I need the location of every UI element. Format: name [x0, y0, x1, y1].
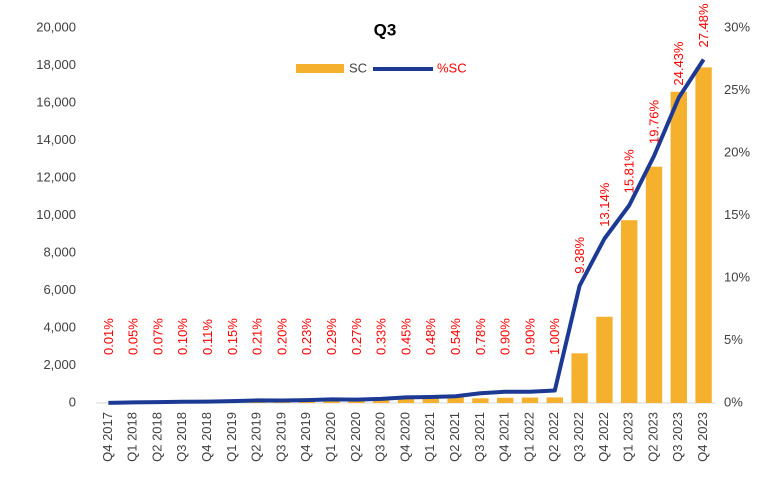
x-tick-label: Q2 2022 [546, 412, 561, 462]
data-label: 0.90% [498, 318, 513, 355]
data-label: 0.11% [200, 319, 215, 355]
y2-tick-label: 15% [724, 207, 750, 222]
y-tick-label: 18,000 [36, 57, 76, 72]
y-tick-label: 2,000 [43, 357, 76, 372]
bar [521, 397, 539, 403]
x-tick-label: Q3 2022 [571, 412, 586, 462]
data-label: 0.48% [423, 318, 438, 355]
x-tick-label: Q4 2017 [100, 412, 115, 462]
data-label: 0.21% [250, 318, 265, 355]
y2-tick-label: 25% [724, 82, 750, 97]
x-tick-label: Q3 2021 [472, 412, 487, 462]
data-label: 0.07% [150, 318, 165, 355]
data-label: 0.20% [274, 318, 289, 355]
bar [497, 397, 514, 403]
bar [621, 220, 638, 403]
x-tick-label: Q4 2022 [596, 412, 611, 462]
x-tick-label: Q3 2020 [373, 412, 388, 462]
data-label: 0.01% [101, 318, 116, 355]
x-tick-label: Q2 2019 [249, 412, 264, 462]
data-label: 0.10% [175, 318, 190, 355]
bar [422, 397, 439, 403]
y-tick-label: 16,000 [36, 94, 76, 109]
y-tick-label: 6,000 [43, 282, 76, 297]
x-tick-label: Q3 2019 [273, 412, 288, 462]
data-label: 27.48% [696, 3, 711, 48]
data-label: 9.38% [572, 236, 587, 273]
data-label: 13.14% [597, 182, 612, 227]
data-label: 0.54% [448, 318, 463, 355]
x-tick-label: Q2 2020 [348, 412, 363, 462]
data-label: 0.27% [349, 318, 364, 355]
bar [571, 353, 588, 403]
data-label: 0.05% [126, 318, 141, 355]
data-label: 0.78% [473, 318, 488, 355]
x-tick-label: Q4 2019 [298, 412, 313, 462]
y-tick-label: 8,000 [43, 244, 76, 259]
x-tick-label: Q1 2021 [422, 412, 437, 462]
y-tick-label: 10,000 [36, 207, 76, 222]
x-tick-label: Q1 2019 [224, 412, 239, 462]
y-tick-label: 20,000 [36, 19, 76, 34]
x-tick-label: Q1 2018 [125, 412, 140, 462]
y-tick-label: 0 [69, 394, 76, 409]
bar [596, 316, 613, 403]
data-label: 0.23% [299, 318, 314, 355]
x-tick-label: Q4 2020 [397, 412, 412, 462]
bar [373, 398, 390, 403]
legend-label: SC [349, 60, 367, 75]
data-label: 24.43% [671, 41, 686, 86]
bar [645, 166, 663, 403]
y-tick-label: 14,000 [36, 132, 76, 147]
y2-tick-label: 0% [724, 394, 743, 409]
y2-tick-label: 10% [724, 269, 750, 284]
x-tick-label: Q2 2023 [645, 412, 660, 462]
y2-tick-label: 30% [724, 19, 750, 34]
line [108, 58, 706, 405]
bar [695, 67, 712, 403]
x-tick-label: Q1 2022 [521, 412, 536, 462]
legend-swatch [296, 64, 344, 73]
y-tick-label: 4,000 [43, 319, 76, 334]
x-tick-label: Q2 2018 [149, 412, 164, 462]
x-tick-label: Q4 2023 [695, 412, 710, 462]
data-label: 1.00% [547, 318, 562, 355]
data-label: 0.15% [225, 318, 240, 355]
x-tick-label: Q1 2020 [323, 412, 338, 462]
data-label: 19.76% [646, 99, 661, 144]
data-label: 0.90% [522, 318, 537, 355]
y-tick-label: 12,000 [36, 169, 76, 184]
data-label: 0.45% [398, 318, 413, 355]
bar [472, 398, 489, 403]
x-tick-label: Q2 2021 [447, 412, 462, 462]
chart-title: Q3 [374, 20, 397, 39]
bar [397, 397, 415, 403]
x-tick-label: Q4 2021 [497, 412, 512, 462]
bar [546, 397, 563, 403]
x-tick-label: Q4 2018 [199, 412, 214, 462]
data-label: 0.33% [374, 318, 389, 355]
data-label: 15.81% [622, 149, 637, 194]
legend-label: %SC [437, 60, 467, 75]
x-tick-label: Q3 2023 [670, 412, 685, 462]
bar [670, 91, 687, 403]
y2-tick-label: 5% [724, 332, 743, 347]
x-tick-label: Q1 2023 [621, 412, 636, 462]
bar [447, 396, 464, 403]
y2-tick-label: 20% [724, 144, 750, 159]
x-tick-label: Q3 2018 [174, 412, 189, 462]
data-label: 0.29% [324, 318, 339, 355]
